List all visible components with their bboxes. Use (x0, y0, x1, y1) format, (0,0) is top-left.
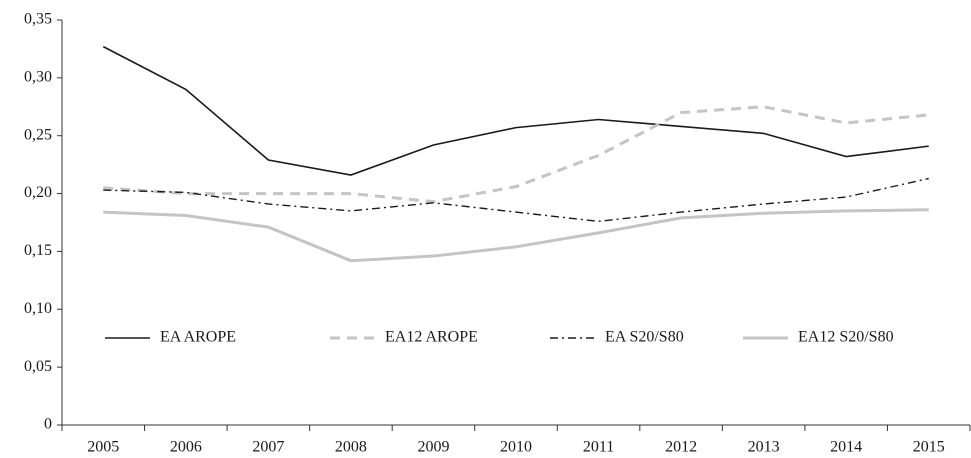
y-tick-label: 0,15 (24, 242, 52, 259)
y-tick-label: 0,05 (24, 358, 52, 375)
legend-label: EA12 AROPE (385, 329, 478, 346)
legend-label: EA12 S20/S80 (798, 329, 894, 346)
x-tick-label: 2006 (170, 439, 202, 456)
line-series (103, 208, 929, 263)
x-tick-label: 2011 (583, 439, 614, 456)
x-tick-label: 2005 (87, 439, 119, 456)
y-tick-label: 0,35 (24, 11, 52, 28)
x-tick-label: 2009 (417, 439, 449, 456)
y-tick-label: 0,20 (24, 184, 52, 201)
legend-label: EA AROPE (160, 329, 236, 346)
y-tick-label: 0,25 (24, 126, 52, 143)
y-tick-label: 0 (44, 416, 52, 433)
line-series (103, 105, 929, 204)
x-tick-label: 2015 (913, 439, 945, 456)
x-tick-label: 2008 (335, 439, 367, 456)
line-series (103, 177, 929, 223)
legend-label: EA S20/S80 (605, 329, 684, 346)
x-tick-label: 2007 (252, 439, 284, 456)
y-tick-label: 0,30 (24, 69, 52, 86)
x-tick-label: 2013 (748, 439, 780, 456)
x-tick-label: 2014 (830, 439, 862, 456)
y-tick-label: 0,10 (24, 300, 52, 317)
x-tick-label: 2010 (500, 439, 532, 456)
line-series (102, 45, 929, 176)
x-tick-label: 2012 (665, 439, 697, 456)
